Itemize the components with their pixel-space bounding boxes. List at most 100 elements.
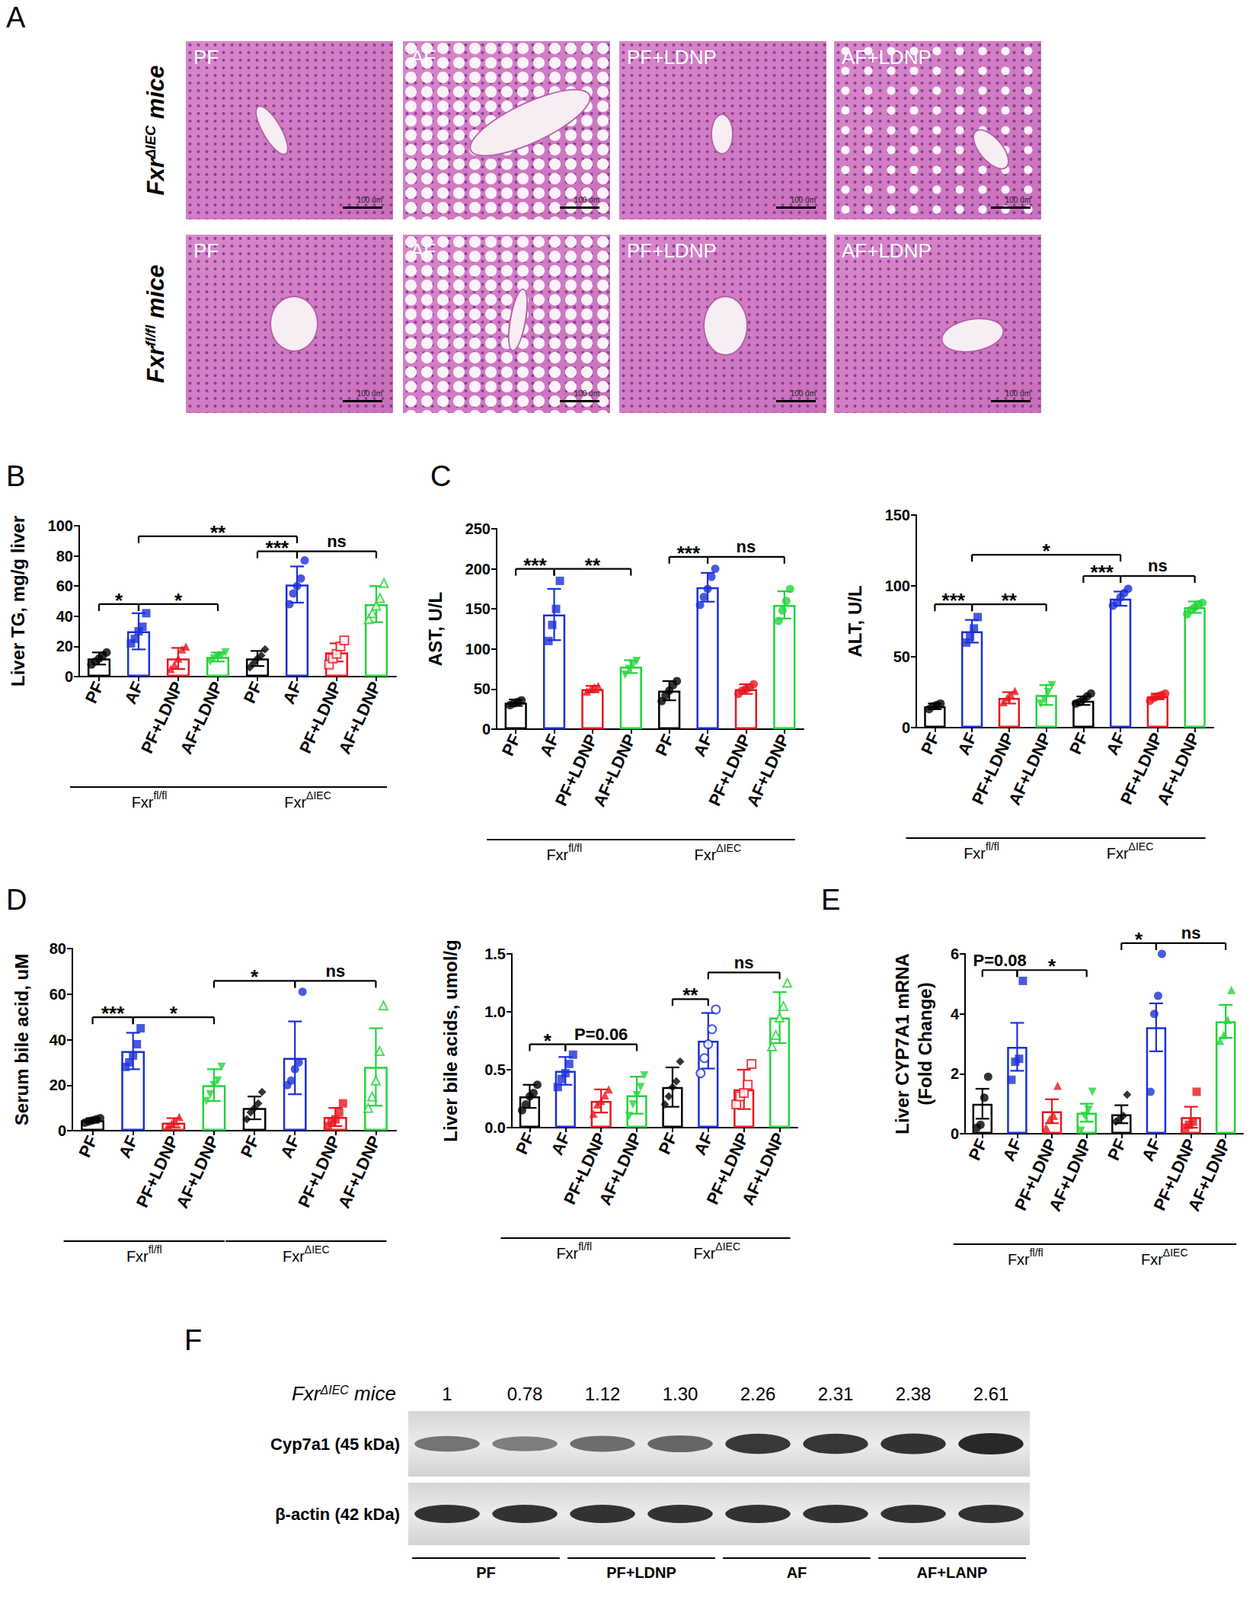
- svg-text:50: 50: [473, 680, 491, 697]
- svg-text:ns: ns: [325, 961, 346, 981]
- svg-text:Fxr: Fxr: [693, 846, 716, 863]
- svg-text:150: 150: [885, 506, 911, 524]
- svg-text:200: 200: [465, 560, 491, 578]
- svg-text:80: 80: [56, 547, 74, 565]
- svg-text:AF: AF: [1137, 1135, 1165, 1164]
- svg-text:0: 0: [64, 667, 74, 685]
- svg-text:ALT, U/L: ALT, U/L: [844, 584, 866, 657]
- svg-text:AF: AF: [120, 678, 148, 707]
- svg-text:Fxr: Fxr: [546, 846, 569, 863]
- svg-text:PF: PF: [476, 1563, 496, 1581]
- svg-text:60: 60: [49, 985, 67, 1003]
- svg-text:20: 20: [49, 1076, 67, 1094]
- svg-text:**: **: [584, 553, 601, 577]
- svg-text:AF+LDNP: AF+LDNP: [335, 678, 386, 758]
- svg-text:0: 0: [57, 1121, 67, 1139]
- svg-text:PF: PF: [511, 1129, 539, 1157]
- svg-text:AF: AF: [278, 678, 306, 707]
- svg-text:AST, U/L: AST, U/L: [425, 591, 446, 666]
- svg-text:Fxr: Fxr: [963, 844, 986, 862]
- svg-text:*: *: [543, 1029, 553, 1052]
- svg-text:fl/fl: fl/fl: [985, 840, 1000, 853]
- svg-text:(Fold Change): (Fold Change): [914, 981, 936, 1105]
- svg-text:fl/fl: fl/fl: [578, 1240, 592, 1253]
- svg-text:Liver TG, mg/g liver: Liver TG, mg/g liver: [7, 515, 29, 687]
- svg-text:100: 100: [465, 640, 491, 658]
- svg-text:***: ***: [523, 553, 547, 577]
- svg-text:Serum bile acid, uM: Serum bile acid, uM: [11, 953, 32, 1125]
- svg-text:P=0.06: P=0.06: [574, 1024, 628, 1044]
- svg-text:ns: ns: [1147, 556, 1168, 576]
- svg-text:FxrΔIEC mice: FxrΔIEC mice: [291, 1381, 397, 1405]
- svg-text:β-actin (42 kDa): β-actin (42 kDa): [274, 1504, 400, 1524]
- svg-text:ns: ns: [734, 952, 755, 972]
- svg-text:150: 150: [465, 600, 491, 617]
- svg-text:20: 20: [56, 637, 74, 655]
- svg-text:AF: AF: [276, 1132, 304, 1161]
- svg-text:0.0: 0.0: [484, 1118, 506, 1136]
- svg-text:100: 100: [885, 577, 911, 595]
- svg-text:fl/fl: fl/fl: [148, 1243, 163, 1256]
- svg-text:AF+LDNP: AF+LDNP: [1184, 1135, 1235, 1215]
- svg-text:AF: AF: [999, 1135, 1026, 1164]
- svg-text:100: 100: [47, 517, 74, 534]
- svg-text:AF: AF: [953, 729, 981, 758]
- svg-text:ΔIEC: ΔIEC: [715, 841, 742, 854]
- svg-text:0.5: 0.5: [484, 1061, 506, 1078]
- svg-text:2: 2: [950, 1064, 959, 1082]
- svg-text:Fxr: Fxr: [1106, 844, 1129, 862]
- svg-text:Fxr: Fxr: [131, 793, 154, 811]
- svg-text:fl/fl: fl/fl: [153, 789, 167, 802]
- svg-text:Fxr: Fxr: [556, 1244, 579, 1262]
- svg-text:PF: PF: [81, 678, 109, 707]
- svg-text:PF+LDNP: PF+LDNP: [606, 1563, 677, 1581]
- svg-text:40: 40: [56, 607, 74, 625]
- svg-text:PF: PF: [74, 1132, 102, 1161]
- svg-text:ΔIEC: ΔIEC: [304, 1243, 330, 1256]
- svg-text:*: *: [1048, 954, 1057, 978]
- svg-text:1: 1: [441, 1383, 452, 1404]
- svg-text:6: 6: [950, 945, 959, 962]
- svg-text:Liver bile acids, umol/g: Liver bile acids, umol/g: [440, 939, 461, 1141]
- svg-text:PF: PF: [965, 1135, 992, 1164]
- svg-text:Cyp7a1 (45 kDa): Cyp7a1 (45 kDa): [270, 1434, 400, 1454]
- svg-text:AF: AF: [536, 731, 563, 760]
- svg-text:fl/fl: fl/fl: [1029, 1246, 1044, 1259]
- svg-text:1.5: 1.5: [484, 945, 506, 962]
- svg-text:**: **: [210, 520, 227, 544]
- svg-text:fl/fl: fl/fl: [568, 841, 582, 854]
- svg-text:*: *: [250, 965, 259, 988]
- svg-text:ΔIEC: ΔIEC: [715, 1240, 741, 1253]
- svg-text:PF: PF: [1103, 1135, 1131, 1164]
- svg-text:*: *: [1134, 927, 1144, 951]
- svg-text:1.30: 1.30: [662, 1383, 699, 1404]
- svg-text:2.61: 2.61: [973, 1383, 1010, 1404]
- svg-text:60: 60: [56, 577, 74, 595]
- svg-text:2.38: 2.38: [895, 1383, 932, 1404]
- svg-text:AF+LDNP: AF+LDNP: [595, 1129, 646, 1209]
- svg-text:*: *: [115, 588, 124, 612]
- svg-text:Fxr: Fxr: [284, 793, 307, 811]
- svg-text:**: **: [1001, 588, 1018, 612]
- svg-text:Fxr: Fxr: [126, 1247, 149, 1265]
- svg-text:0.78: 0.78: [507, 1383, 544, 1404]
- svg-text:Fxr: Fxr: [282, 1247, 305, 1265]
- svg-text:PF: PF: [651, 731, 678, 759]
- svg-text:Fxr: Fxr: [1007, 1250, 1030, 1268]
- svg-text:*: *: [1042, 539, 1052, 563]
- svg-text:AF: AF: [115, 1132, 142, 1161]
- svg-text:AF: AF: [547, 1129, 575, 1158]
- svg-text:***: ***: [677, 541, 701, 565]
- svg-text:Fxr: Fxr: [1140, 1250, 1164, 1268]
- svg-text:PF: PF: [917, 729, 944, 758]
- svg-text:AF: AF: [786, 1563, 808, 1581]
- svg-text:ns: ns: [736, 536, 757, 557]
- svg-text:250: 250: [465, 520, 491, 537]
- svg-text:AF: AF: [690, 1129, 717, 1158]
- svg-text:*: *: [169, 1001, 179, 1025]
- svg-text:PF: PF: [1065, 729, 1093, 758]
- svg-text:ΔIEC: ΔIEC: [306, 789, 332, 802]
- svg-text:Liver CYP7A1 mRNA: Liver CYP7A1 mRNA: [891, 952, 913, 1134]
- svg-text:AF+LDNP: AF+LDNP: [1153, 729, 1204, 809]
- svg-text:1.0: 1.0: [484, 1003, 506, 1020]
